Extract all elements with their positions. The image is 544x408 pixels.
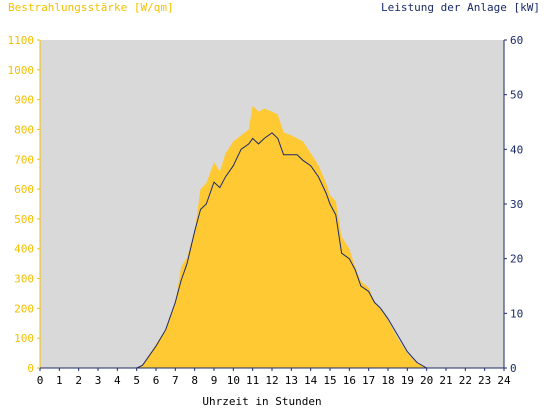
x-tick-label: 20 [420, 374, 433, 387]
right-tick-label: 20 [510, 253, 523, 266]
right-tick-label: 50 [510, 89, 523, 102]
irradiance-area [40, 105, 504, 368]
power-line [40, 132, 504, 369]
irradiance-area-layer [40, 105, 504, 368]
left-tick-label: 100 [14, 332, 34, 345]
x-tick-label: 24 [497, 374, 511, 387]
left-tick-label: 400 [14, 243, 34, 256]
left-tick-label: 500 [14, 213, 34, 226]
left-tick-label: 0 [27, 362, 34, 375]
x-axis-label: Uhrzeit in Stunden [202, 395, 321, 408]
left-tick-label: 1100 [8, 34, 35, 47]
left-tick-label: 700 [14, 153, 34, 166]
tick-labels: 0100200300400500600700800900100011000102… [8, 34, 524, 387]
x-tick-label: 10 [227, 374, 240, 387]
right-tick-label: 60 [510, 34, 523, 47]
x-tick-label: 7 [172, 374, 179, 387]
x-tick-label: 14 [304, 374, 318, 387]
x-tick-label: 0 [37, 374, 44, 387]
right-tick-label: 40 [510, 143, 523, 156]
left-tick-label: 200 [14, 302, 34, 315]
x-tick-label: 8 [191, 374, 198, 387]
x-tick-label: 18 [381, 374, 394, 387]
left-tick-label: 900 [14, 94, 34, 107]
left-tick-label: 1000 [8, 64, 35, 77]
x-tick-label: 23 [478, 374, 491, 387]
x-tick-label: 6 [153, 374, 160, 387]
x-tick-label: 4 [114, 374, 121, 387]
x-tick-label: 5 [133, 374, 140, 387]
x-tick-label: 21 [439, 374, 452, 387]
right-tick-label: 30 [510, 198, 523, 211]
left-tick-label: 800 [14, 123, 34, 136]
x-tick-label: 17 [362, 374, 375, 387]
right-axis-title: Leistung der Anlage [kW] [381, 1, 540, 14]
x-tick-label: 13 [285, 374, 298, 387]
power-line-layer [40, 132, 504, 369]
right-tick-label: 0 [510, 362, 517, 375]
x-tick-label: 12 [265, 374, 278, 387]
x-tick-label: 2 [75, 374, 82, 387]
x-tick-label: 15 [323, 374, 336, 387]
x-tick-label: 11 [246, 374, 259, 387]
x-tick-label: 9 [211, 374, 218, 387]
x-tick-label: 16 [343, 374, 356, 387]
right-tick-label: 10 [510, 307, 523, 320]
x-tick-label: 1 [56, 374, 63, 387]
x-tick-label: 3 [95, 374, 102, 387]
x-tick-label: 19 [401, 374, 414, 387]
left-tick-label: 600 [14, 183, 34, 196]
axes [37, 39, 507, 371]
x-tick-label: 22 [459, 374, 472, 387]
left-tick-label: 300 [14, 273, 34, 286]
left-axis-title: Bestrahlungsstärke [W/qm] [8, 1, 174, 14]
